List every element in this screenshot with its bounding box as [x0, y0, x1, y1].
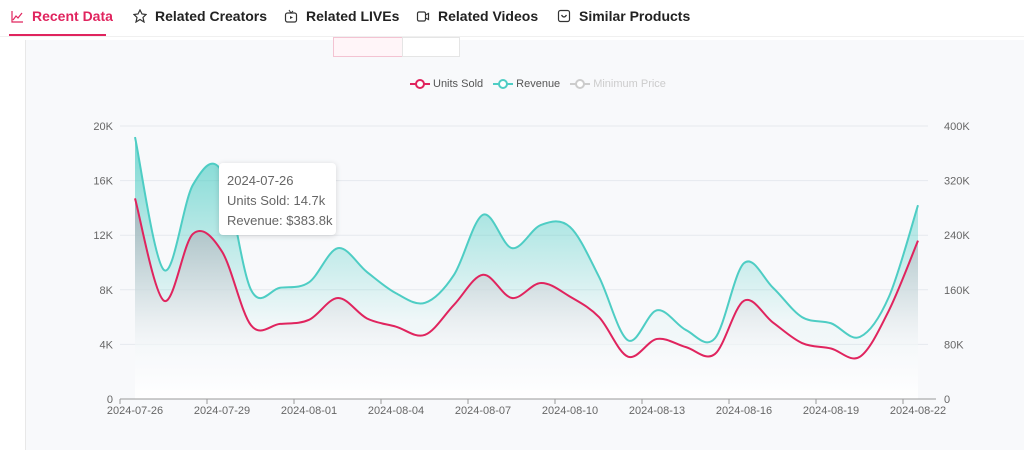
legend-marker-icon [570, 79, 591, 89]
units-sold-line [134, 198, 919, 360]
y-right-tick-label: 0 [944, 394, 950, 406]
y-right-tick-label: 320K [944, 176, 970, 188]
tab-related-creators[interactable]: Related Creators [133, 8, 267, 24]
creators-icon [133, 9, 147, 23]
x-tick-label: 2024-07-29 [194, 405, 250, 417]
y-left-tick-label: 8K [100, 285, 114, 297]
legend-label: Revenue [516, 78, 561, 90]
legend-label: Minimum Price [593, 78, 666, 90]
legend-label: Units Sold [433, 78, 484, 90]
tooltip-revenue: Revenue: $383.8k [227, 213, 333, 228]
x-tick-label: 2024-08-19 [803, 405, 859, 417]
y-left-tick-label: 12K [93, 230, 113, 242]
legend-minimum-price[interactable]: Minimum Price [570, 78, 666, 90]
y-right-tick-label: 400K [944, 121, 970, 133]
segment-button-2[interactable] [402, 37, 460, 57]
tab-label: Similar Products [579, 8, 691, 24]
chart-tooltip: 2024-07-26 Units Sold: 14.7k Revenue: $3… [219, 163, 336, 235]
x-tick-label: 2024-08-10 [542, 405, 598, 417]
x-tick-label: 2024-08-04 [368, 405, 424, 417]
y-right-tick-label: 160K [944, 285, 970, 297]
tooltip-date: 2024-07-26 [227, 173, 294, 188]
x-tick-label: 2024-08-13 [629, 405, 685, 417]
tab-related-lives[interactable]: Related LIVEs [284, 8, 399, 24]
revenue-line [134, 136, 919, 344]
active-tab-indicator [9, 34, 106, 36]
tab-similar-products[interactable]: Similar Products [557, 8, 690, 24]
units-sold-area [135, 198, 918, 399]
legend-marker-icon [410, 79, 430, 89]
bag-icon [557, 9, 571, 23]
tab-label: Related Creators [155, 8, 268, 24]
x-tick-label: 2024-08-22 [890, 405, 946, 417]
legend-marker-icon [493, 79, 514, 89]
video-icon [416, 9, 430, 23]
live-icon [284, 9, 298, 23]
y-left-tick-label: 20K [93, 121, 113, 133]
x-tick-label: 2024-08-07 [455, 405, 511, 417]
chart-legend: Units Sold Revenue Minimum Price [410, 78, 666, 90]
tab-related-videos[interactable]: Related Videos [416, 8, 538, 24]
tab-recent-data[interactable]: Recent Data [10, 8, 113, 24]
y-left-tick-label: 4K [100, 339, 114, 351]
tooltip-units: Units Sold: 14.7k [227, 193, 326, 208]
line-chart-icon [10, 9, 24, 23]
y-left-tick-label: 0 [107, 394, 113, 406]
legend-units-sold[interactable]: Units Sold [410, 78, 483, 90]
tab-label: Recent Data [32, 8, 113, 24]
x-tick-label: 2024-08-16 [716, 405, 772, 417]
y-right-tick-label: 80K [944, 339, 964, 351]
x-tick-label: 2024-07-26 [107, 405, 163, 417]
x-tick-label: 2024-08-01 [281, 405, 337, 417]
y-right-tick-label: 240K [944, 230, 970, 242]
legend-revenue[interactable]: Revenue [493, 78, 560, 90]
tab-bar: Recent Data Related Creators Related LIV… [0, 0, 1024, 37]
tab-label: Related LIVEs [306, 8, 400, 24]
y-left-tick-label: 16K [93, 176, 113, 188]
tab-label: Related Videos [438, 8, 539, 24]
chart-plot[interactable]: 0 0 4K 80K 8K 160K 12K 240K 16K 320K 20K 400K 2024-0… [0, 0, 1024, 439]
